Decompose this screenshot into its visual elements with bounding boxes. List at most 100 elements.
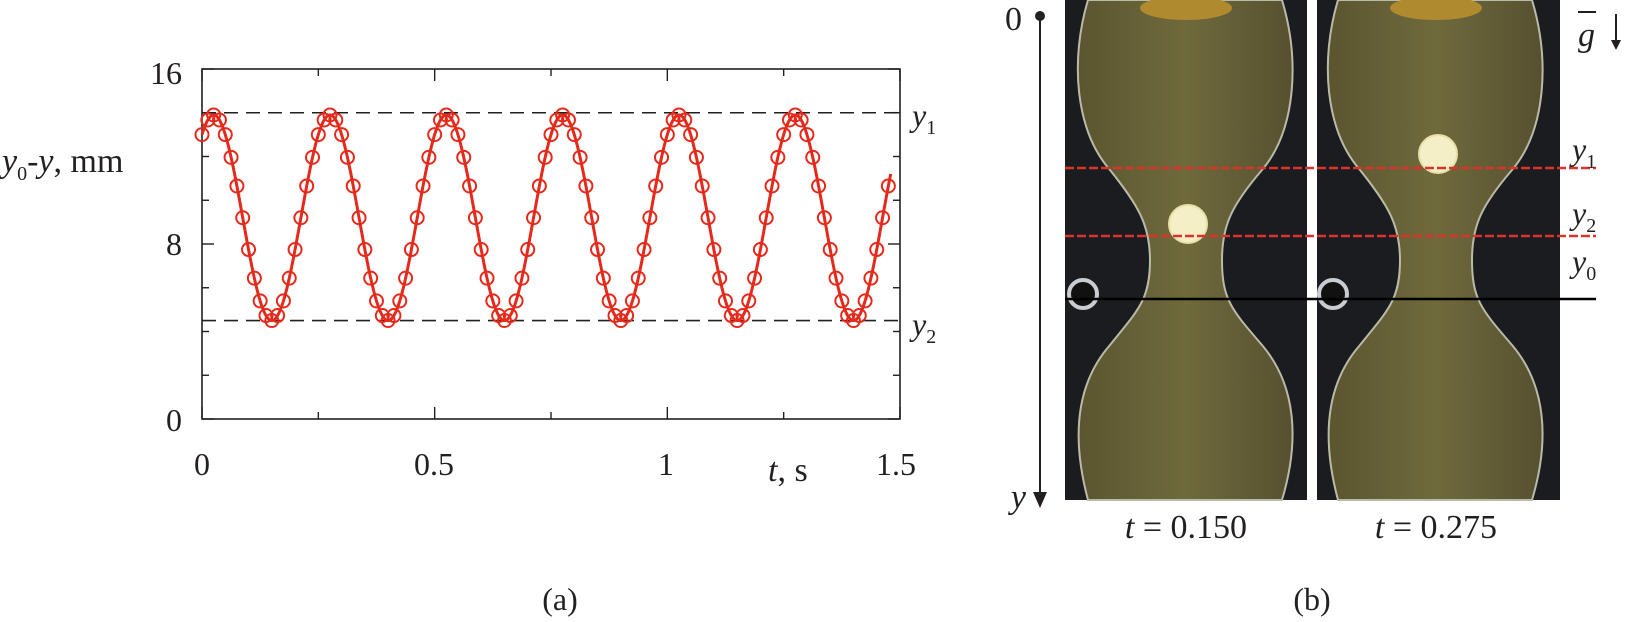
axis-y-label: y bbox=[1008, 479, 1027, 516]
data-point bbox=[345, 178, 361, 194]
ref-label-y1: y1 bbox=[909, 97, 936, 139]
data-point bbox=[339, 149, 355, 165]
data-point bbox=[229, 178, 245, 194]
ytick-label-0: 0 bbox=[166, 402, 182, 438]
data-point bbox=[851, 308, 867, 324]
data-point bbox=[310, 127, 326, 143]
data-point bbox=[683, 127, 699, 143]
data-point bbox=[811, 178, 827, 194]
data-point bbox=[520, 242, 536, 258]
data-point bbox=[543, 127, 559, 143]
data-point bbox=[624, 293, 640, 309]
data-point bbox=[584, 210, 600, 226]
data-point bbox=[560, 112, 576, 128]
data-point bbox=[421, 149, 437, 165]
data-point bbox=[287, 242, 303, 258]
data-point bbox=[648, 178, 664, 194]
data-point bbox=[351, 210, 367, 226]
data-point bbox=[398, 270, 414, 286]
data-point bbox=[880, 178, 896, 194]
data-point bbox=[875, 210, 891, 226]
data-point bbox=[386, 308, 402, 324]
data-point bbox=[479, 270, 495, 286]
data-point bbox=[252, 293, 268, 309]
data-point bbox=[293, 210, 309, 226]
panel-b-caption: (b) bbox=[1293, 581, 1330, 617]
level-label-y2: y2 bbox=[1569, 195, 1596, 237]
panel-b: 0 y t = 0.150 t = 0.275 bbox=[1005, 0, 1621, 617]
data-point bbox=[473, 242, 489, 258]
data-point bbox=[502, 308, 518, 324]
data-point bbox=[619, 308, 635, 324]
data-point bbox=[450, 127, 466, 143]
data-point bbox=[642, 210, 658, 226]
data-point bbox=[595, 270, 611, 286]
xtick-label-0.5: 0.5 bbox=[414, 446, 454, 482]
data-point bbox=[764, 178, 780, 194]
level-label-y0: y0 bbox=[1569, 243, 1596, 285]
data-point bbox=[805, 149, 821, 165]
ytick-label-16: 16 bbox=[150, 55, 182, 91]
side-port-2 bbox=[1317, 278, 1349, 310]
data-point bbox=[718, 293, 733, 309]
data-point bbox=[630, 270, 646, 286]
panel-a-caption: (a) bbox=[542, 581, 578, 617]
data-point bbox=[706, 242, 722, 258]
data-point bbox=[752, 242, 768, 258]
data-point bbox=[688, 149, 704, 165]
y-axis-arrowhead bbox=[1033, 492, 1047, 508]
ball-1[interactable] bbox=[1168, 204, 1208, 244]
data-point bbox=[217, 127, 233, 143]
hourglass-channel-2 bbox=[1326, 0, 1544, 501]
data-point bbox=[677, 112, 693, 128]
data-point bbox=[659, 127, 675, 143]
xtick-label-1: 1 bbox=[658, 446, 674, 482]
xtick-label-0: 0 bbox=[194, 446, 210, 482]
data-point bbox=[793, 112, 809, 128]
data-point bbox=[816, 210, 832, 226]
photo-frame-2: t = 0.275 bbox=[1317, 0, 1560, 546]
top-cap-2 bbox=[1390, 0, 1482, 20]
data-point bbox=[776, 127, 792, 143]
data-point bbox=[241, 242, 257, 258]
data-point bbox=[822, 242, 838, 258]
axis-ticks bbox=[201, 68, 901, 420]
data-point bbox=[508, 293, 524, 309]
data-point bbox=[735, 308, 751, 324]
frame-2-label: t = 0.275 bbox=[1375, 509, 1497, 546]
data-point bbox=[415, 178, 431, 194]
data-point bbox=[235, 210, 251, 226]
data-point bbox=[427, 127, 443, 143]
data-point bbox=[334, 127, 350, 143]
gravity-label: g bbox=[1578, 17, 1595, 54]
data-point bbox=[578, 178, 594, 194]
data-point bbox=[636, 242, 652, 258]
data-point bbox=[392, 293, 408, 309]
data-point bbox=[409, 210, 425, 226]
y-axis-label: y0-y, mm bbox=[0, 143, 123, 185]
data-point bbox=[328, 112, 344, 128]
data-point bbox=[194, 127, 210, 143]
side-port-1 bbox=[1067, 278, 1099, 310]
data-point bbox=[462, 178, 478, 194]
data-point bbox=[456, 149, 472, 165]
data-point bbox=[828, 270, 844, 286]
series-line bbox=[200, 113, 893, 323]
top-cap-1 bbox=[1140, 0, 1232, 20]
ball-2[interactable] bbox=[1418, 134, 1458, 174]
data-point bbox=[467, 210, 483, 226]
data-point bbox=[357, 242, 373, 258]
data-point bbox=[863, 270, 879, 286]
gravity-indicator: g bbox=[1578, 11, 1621, 54]
series-data bbox=[194, 107, 896, 329]
data-point bbox=[275, 293, 291, 309]
xtick-label-1.5: 1.5 bbox=[876, 446, 916, 482]
data-point bbox=[799, 127, 815, 143]
data-point bbox=[572, 149, 588, 165]
data-point bbox=[403, 242, 419, 258]
data-point bbox=[694, 178, 710, 194]
data-point bbox=[485, 293, 501, 309]
x-axis-label: t, s bbox=[768, 452, 808, 489]
panel-a: 16 8 0 0 0.5 1 1.5 y0-y, mm t, s y1 y2 (… bbox=[0, 55, 936, 617]
